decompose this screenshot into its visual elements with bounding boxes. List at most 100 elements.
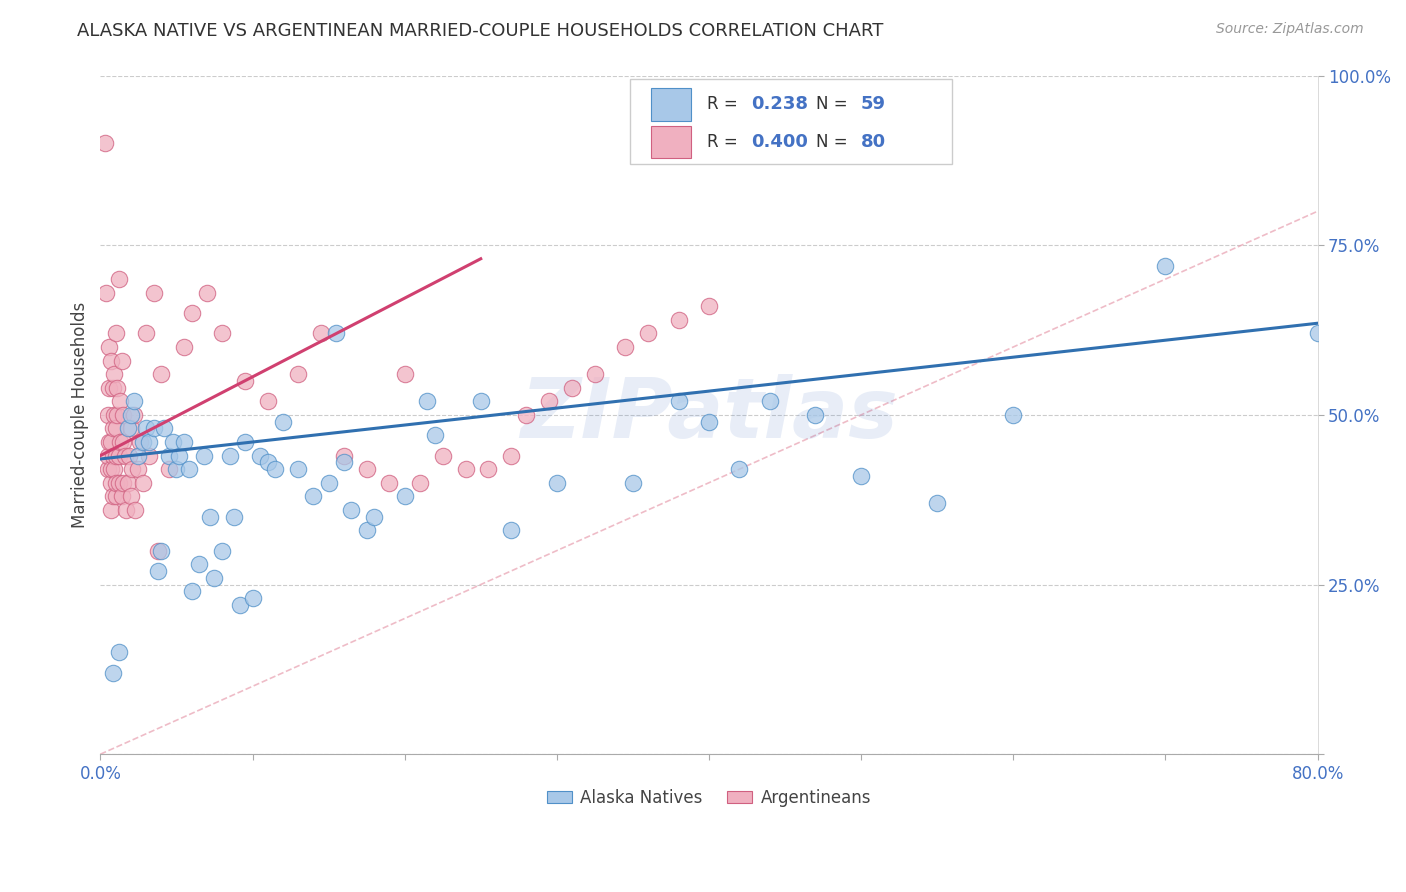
Point <box>668 394 690 409</box>
Text: N =: N = <box>815 133 853 151</box>
Point <box>193 449 215 463</box>
Point <box>135 326 157 341</box>
Point <box>378 475 401 490</box>
Point <box>108 435 131 450</box>
Point <box>138 435 160 450</box>
Point <box>135 421 157 435</box>
Point <box>423 428 446 442</box>
Point <box>309 326 332 341</box>
Point <box>927 496 949 510</box>
Point <box>287 462 309 476</box>
Point <box>121 462 143 476</box>
Point <box>138 449 160 463</box>
Point <box>103 408 125 422</box>
Point <box>101 421 124 435</box>
Point <box>142 285 165 300</box>
Point <box>173 435 195 450</box>
Point <box>107 645 129 659</box>
Point <box>198 509 221 524</box>
Point <box>416 394 439 409</box>
Point <box>132 475 155 490</box>
Point <box>470 394 492 409</box>
Point <box>1002 408 1025 422</box>
Point <box>101 665 124 680</box>
Point <box>394 489 416 503</box>
Point <box>501 523 523 537</box>
Point <box>107 475 129 490</box>
Text: ZIPatlas: ZIPatlas <box>520 375 898 455</box>
Point <box>122 394 145 409</box>
Point <box>233 435 256 450</box>
Point <box>104 475 127 490</box>
Point <box>117 475 139 490</box>
Point <box>759 394 782 409</box>
Point <box>97 449 120 463</box>
Bar <box>651 88 690 120</box>
Point <box>112 435 135 450</box>
Point <box>103 367 125 381</box>
Point <box>546 475 568 490</box>
Point <box>177 462 200 476</box>
Text: 59: 59 <box>860 95 886 113</box>
Point <box>637 326 659 341</box>
Point <box>249 449 271 463</box>
Text: 0.238: 0.238 <box>752 95 808 113</box>
Point <box>256 394 278 409</box>
Point <box>100 435 122 450</box>
Point <box>583 367 606 381</box>
Point <box>122 408 145 422</box>
Point <box>242 591 264 606</box>
Text: R =: R = <box>707 133 742 151</box>
Point <box>165 462 187 476</box>
Point <box>98 381 121 395</box>
Point <box>229 598 252 612</box>
Point <box>129 435 152 450</box>
Point <box>728 462 751 476</box>
Point <box>211 326 233 341</box>
Point <box>515 408 537 422</box>
Bar <box>651 126 690 158</box>
Point <box>180 306 202 320</box>
Point <box>804 408 827 422</box>
Point <box>195 285 218 300</box>
Point <box>218 449 240 463</box>
Point <box>114 449 136 463</box>
Point <box>100 462 122 476</box>
Point <box>115 503 138 517</box>
Point <box>211 543 233 558</box>
Point <box>104 421 127 435</box>
Point <box>169 449 191 463</box>
Point <box>271 415 294 429</box>
Point <box>105 408 128 422</box>
Point <box>117 421 139 435</box>
Point <box>173 340 195 354</box>
Point <box>104 489 127 503</box>
Point <box>142 421 165 435</box>
Point <box>224 509 246 524</box>
Point <box>153 421 176 435</box>
Point <box>146 543 169 558</box>
Point <box>621 475 644 490</box>
Point <box>94 136 117 151</box>
Point <box>188 557 211 571</box>
Point <box>264 462 287 476</box>
Point <box>101 449 124 463</box>
Point <box>120 408 142 422</box>
Point <box>124 503 146 517</box>
Point <box>1154 259 1177 273</box>
Text: N =: N = <box>815 95 853 113</box>
Point <box>100 475 122 490</box>
Point <box>120 421 142 435</box>
Point <box>107 449 129 463</box>
Point <box>333 449 356 463</box>
Point <box>477 462 499 476</box>
Point <box>146 564 169 578</box>
Point <box>849 469 872 483</box>
Point <box>132 435 155 450</box>
Legend: Alaska Natives, Argentineans: Alaska Natives, Argentineans <box>540 782 877 814</box>
Point <box>98 340 121 354</box>
Point <box>96 285 118 300</box>
Text: 80: 80 <box>860 133 886 151</box>
Point <box>105 381 128 395</box>
Point <box>107 272 129 286</box>
